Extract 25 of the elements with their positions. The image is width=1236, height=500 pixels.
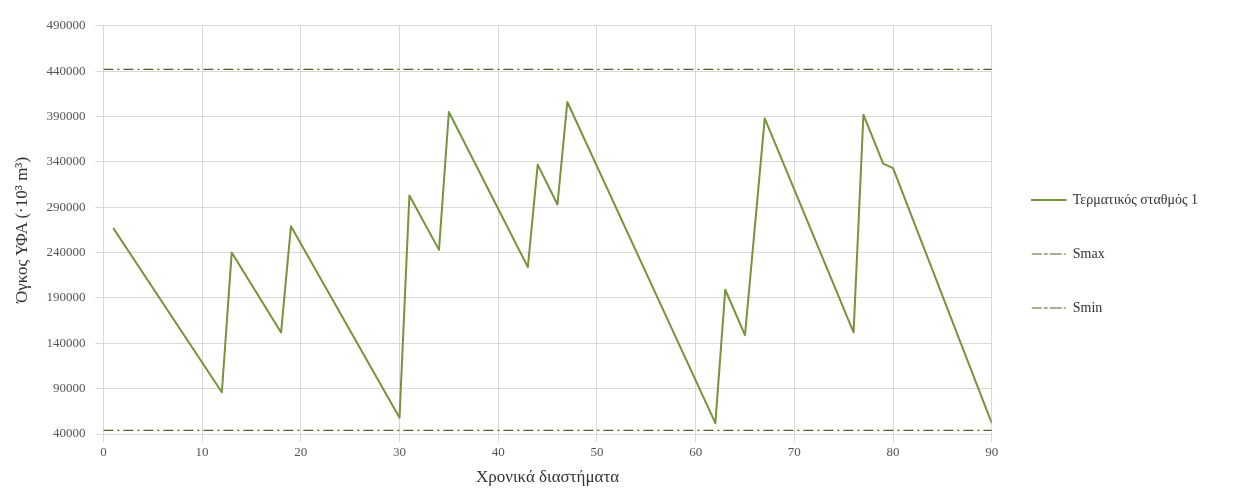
y-tick-label: 490000 [46,17,86,33]
y-tick-label: 140000 [46,334,86,350]
x-tick-label: 60 [689,444,703,460]
y-axis-title: Όγκος ΥΦΑ (·10³ m³) [11,156,31,304]
x-tick-label: 50 [590,444,604,460]
x-tick-label: 90 [985,444,999,460]
y-tick-label: 440000 [46,62,86,78]
y-tick-label: 40000 [52,425,86,441]
x-tick-label: 80 [886,444,900,460]
x-axis-title: Χρονικά διαστήματα [475,467,620,487]
x-tick-label: 70 [787,444,801,460]
x-tick-label: 30 [393,444,407,460]
legend-label: Smax [1072,245,1105,261]
y-tick-label: 340000 [46,153,86,169]
y-tick-label: 190000 [46,289,86,305]
legend-label: Smin [1072,299,1103,315]
y-tick-label: 290000 [46,198,86,214]
y-tick-label: 390000 [46,107,86,123]
legend-label: Τερματικός σταθμός 1 [1072,191,1199,207]
x-tick-label: 20 [294,444,308,460]
y-tick-label: 240000 [46,244,86,259]
x-tick-label: 40 [491,444,505,460]
y-tick-label: 90000 [52,380,86,396]
x-tick-label: 10 [195,444,209,460]
x-tick-label: 0 [100,444,107,460]
